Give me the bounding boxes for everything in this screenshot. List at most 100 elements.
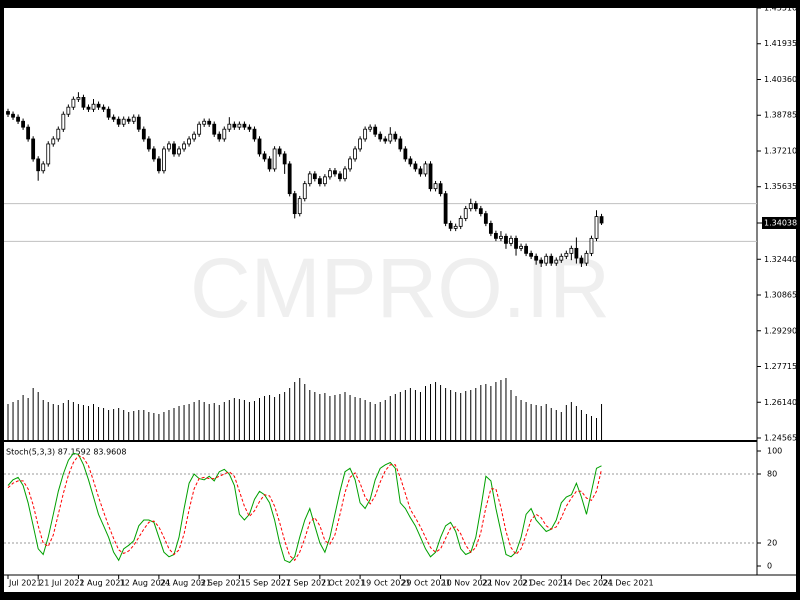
candle-body xyxy=(363,128,368,140)
candle-body xyxy=(348,158,352,170)
candle-body xyxy=(146,138,151,150)
candle-body xyxy=(232,123,237,128)
candle-body xyxy=(287,163,292,195)
candle-body xyxy=(21,120,25,128)
candle-body xyxy=(61,113,66,130)
candle-body xyxy=(272,148,277,170)
candle-body xyxy=(111,116,116,120)
candle-body xyxy=(368,126,373,130)
candle-body xyxy=(519,245,523,249)
candle-body xyxy=(443,193,448,224)
candle-body xyxy=(317,178,322,185)
candle-body xyxy=(574,247,579,259)
time-label: 21 Jul 2021 xyxy=(39,579,84,588)
price-tick-label: 1.29290 xyxy=(764,326,797,335)
price-tick-label: 1.30865 xyxy=(764,291,797,300)
candle-body xyxy=(126,118,131,122)
candle-body xyxy=(413,163,418,170)
candle-body xyxy=(252,128,257,140)
candle-body xyxy=(212,123,217,135)
candle-body xyxy=(584,252,589,264)
candle-body xyxy=(71,98,76,108)
time-label: Jul 2021 xyxy=(8,579,42,588)
candle-body xyxy=(302,183,307,200)
price-tick-label: 1.26140 xyxy=(764,398,797,407)
candle-body xyxy=(101,106,106,110)
candle-body xyxy=(499,235,503,239)
candle-body xyxy=(197,123,202,135)
candle-body xyxy=(529,252,534,257)
indicator-label: Stoch(5,3,3) 87.1592 83.9608 xyxy=(6,448,126,457)
indicator-line xyxy=(7,454,602,562)
candle-body xyxy=(589,237,594,254)
indicator-tick-label: 100 xyxy=(767,447,782,456)
candle-body xyxy=(136,116,141,130)
candle-body xyxy=(453,225,458,229)
candle-body xyxy=(76,97,81,100)
candle-body xyxy=(322,176,327,185)
candle-body xyxy=(162,148,166,172)
candle-body xyxy=(116,118,121,125)
candle-body xyxy=(398,138,403,150)
candle-body xyxy=(217,133,222,140)
candle-body xyxy=(36,158,41,172)
candle-body xyxy=(544,255,549,264)
candle-body xyxy=(267,158,272,170)
candle-body xyxy=(11,113,15,118)
candle-body xyxy=(569,247,574,254)
candle-body xyxy=(121,118,126,125)
time-label: 24 Dec 2021 xyxy=(603,579,654,588)
candle-body xyxy=(51,138,56,145)
candle-body xyxy=(403,148,408,160)
price-tick-label: 1.38785 xyxy=(764,111,797,120)
candle-body xyxy=(539,259,544,264)
candle-body xyxy=(151,148,156,160)
candle-body xyxy=(31,138,36,160)
candle-body xyxy=(26,126,31,140)
candle-body xyxy=(177,148,181,155)
candle-body xyxy=(338,173,342,180)
candle-body xyxy=(549,255,554,264)
candle-body xyxy=(504,235,508,244)
candle-body xyxy=(579,257,584,264)
candle-body xyxy=(448,222,453,229)
candle-body xyxy=(282,153,287,165)
candle-body xyxy=(328,170,332,178)
candle-body xyxy=(297,198,302,215)
indicator-tick-label: 20 xyxy=(767,539,777,548)
price-tick-label: 1.24565 xyxy=(764,434,797,443)
candle-body xyxy=(428,163,433,190)
candle-body xyxy=(242,123,247,128)
candle-body xyxy=(433,183,438,190)
price-tick-label: 1.41935 xyxy=(764,39,797,48)
candle-body xyxy=(488,222,493,234)
candle-body xyxy=(378,133,383,140)
candle-body xyxy=(559,255,564,261)
candle-body xyxy=(408,158,413,165)
candle-body xyxy=(463,208,468,219)
time-label: 27 Sep 2021 xyxy=(281,579,332,588)
candle-body xyxy=(524,245,528,254)
current-price-label: 1.34038 xyxy=(764,218,797,227)
time-label: 12 Aug 2021 xyxy=(120,579,171,588)
candle-body xyxy=(257,138,262,155)
indicator-tick-label: 0 xyxy=(767,562,772,571)
candle-body xyxy=(468,203,473,210)
price-tick-label: 1.32440 xyxy=(764,255,797,264)
candle-body xyxy=(393,133,398,140)
candle-body xyxy=(418,168,423,175)
candle-body xyxy=(599,216,604,224)
price-tick-label: 1.35635 xyxy=(764,182,797,191)
time-label: 22 Nov 2021 xyxy=(482,579,533,588)
watermark: CMPRO.IR xyxy=(190,241,610,335)
candle-body xyxy=(358,138,363,150)
candle-body xyxy=(141,128,146,140)
candle-body xyxy=(383,138,388,142)
candle-body xyxy=(227,123,232,130)
current-price-box xyxy=(762,216,796,229)
candle-body xyxy=(41,163,46,172)
candle-body xyxy=(554,259,559,264)
candle-body xyxy=(373,126,378,135)
time-label: 7 Oct 2021 xyxy=(321,579,365,588)
